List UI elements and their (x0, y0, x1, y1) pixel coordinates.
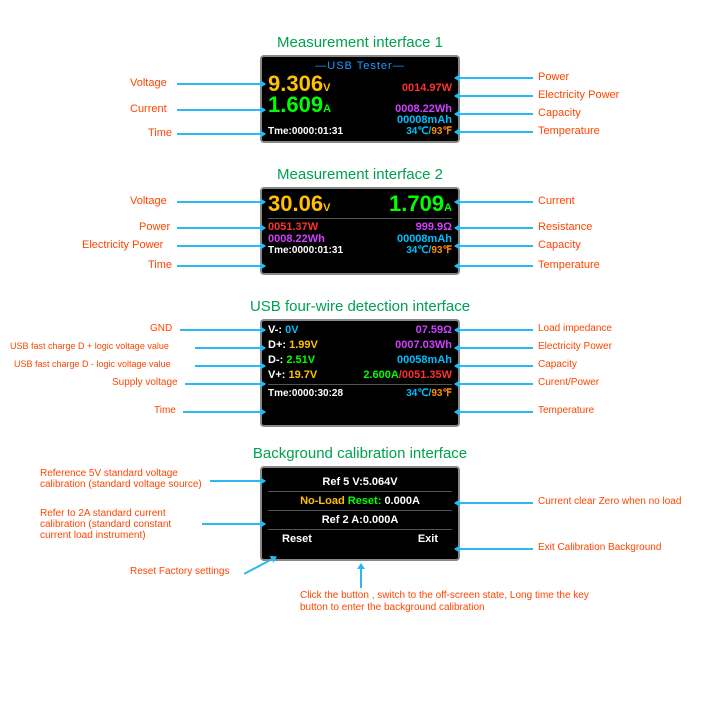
lbl: Time (148, 259, 172, 271)
lbl: Temperature (538, 125, 600, 137)
s2-capacity: 00008mAh (397, 233, 452, 245)
lbl: Time (148, 127, 172, 139)
lbl: Capacity (538, 107, 581, 119)
s2-temp: 34℃/93℉ (406, 245, 452, 256)
s4-lcd: Ref 5 V:5.064V No-Load Reset: 0.000A Ref… (260, 466, 460, 561)
s1-current: 1.609 (268, 92, 323, 117)
lbl: Reset Factory settings (130, 566, 229, 577)
arrow (177, 265, 265, 267)
arrow (455, 411, 533, 413)
up-arrow (360, 564, 362, 588)
arrow (455, 347, 533, 349)
lbl: Power (538, 71, 569, 83)
lbl: Resistance (538, 221, 592, 233)
lbl: Load impedance (538, 323, 612, 334)
arrow (455, 201, 533, 203)
s2-lcd: 30.06V 1.709A 0051.37W 999.9Ω 0008.22Wh … (260, 187, 460, 275)
arrow (455, 548, 533, 550)
arrow (195, 365, 265, 367)
s2-res: 999.9Ω (416, 221, 452, 233)
arrow (180, 329, 265, 331)
s4-reset: Reset (268, 533, 312, 545)
arrow (455, 502, 533, 504)
lbl: Supply voltage (112, 377, 178, 388)
arrow (183, 411, 265, 413)
lbl: Exit Calibration Background (538, 542, 661, 553)
arrow (177, 227, 265, 229)
s2-current: 1.709 (389, 191, 444, 216)
s1-power: 0014.97W (402, 82, 452, 94)
arrow (455, 245, 533, 247)
lbl: Electricity Power (82, 239, 163, 251)
arrow (455, 131, 533, 133)
arrow (455, 227, 533, 229)
s1-title: Measurement interface 1 (0, 34, 720, 51)
s2-time: Tme:0000:01:31 (268, 245, 343, 256)
lbl: Electricity Power (538, 341, 612, 352)
lbl: Voltage (130, 77, 167, 89)
lbl: Refer to 2A standard current calibration… (40, 508, 200, 541)
lbl: Temperature (538, 259, 600, 271)
section-2: Measurement interface 2 30.06V 1.709A 00… (0, 166, 720, 292)
lbl: Electricity Power (538, 89, 619, 101)
s4-title: Background calibration interface (0, 445, 720, 462)
lbl: Current (130, 103, 167, 115)
arrow (177, 245, 265, 247)
s1-capacity: 00008mAh (397, 115, 452, 126)
lbl: Current clear Zero when no load (538, 496, 681, 507)
section-1: Measurement interface 1 —USB Tester— 9.3… (0, 0, 720, 160)
arrow (455, 95, 533, 97)
arrow (177, 109, 265, 111)
arrow (455, 265, 533, 267)
lbl: Time (154, 405, 176, 416)
arrow (202, 523, 265, 525)
arrow (455, 113, 533, 115)
s4-note: Click the button , switch to the off-scr… (300, 590, 590, 614)
s4-l3: Ref 2 A:0.000A (268, 514, 452, 526)
s3-title: USB four-wire detection interface (0, 298, 720, 315)
s1-time: Tme:0000:01:31 (268, 126, 343, 137)
lbl: Capacity (538, 359, 577, 370)
lbl: Current (538, 195, 575, 207)
s2-title: Measurement interface 2 (0, 166, 720, 183)
s2-power: 0051.37W (268, 221, 318, 233)
arrow (185, 383, 265, 385)
s3-time: Tme:0000:30:28 (268, 388, 343, 399)
lbl: USB fast charge D + logic voltage value (10, 341, 169, 351)
section-4: Background calibration interface Ref 5 V… (0, 445, 720, 621)
arrow (455, 365, 533, 367)
s2-voltage: 30.06 (268, 191, 323, 216)
arrow (195, 347, 265, 349)
s4-exit: Exit (418, 533, 452, 545)
lbl: GND (150, 323, 172, 334)
lbl: USB fast charge D - logic voltage value (14, 359, 171, 369)
lbl: Voltage (130, 195, 167, 207)
lbl: Curent/Power (538, 377, 599, 388)
lbl: Power (139, 221, 170, 233)
section-3: USB four-wire detection interface V-: 0V… (0, 298, 720, 439)
arrow (455, 329, 533, 331)
arrow (177, 201, 265, 203)
arrow (177, 133, 265, 135)
lbl: Capacity (538, 239, 581, 251)
lbl: Reference 5V standard voltage calibratio… (40, 468, 210, 490)
s3-lcd: V-: 0V07.59Ω D+: 1.99V0007.03Wh D-: 2.51… (260, 319, 460, 427)
s4-l1: Ref 5 V:5.064V (268, 476, 452, 488)
s1-lcd: —USB Tester— 9.306V 0014.97W 1.609A 0008… (260, 55, 460, 143)
s1-temp: 34℃/93℉ (406, 126, 452, 137)
lbl: Temperature (538, 405, 594, 416)
s2-energy: 0008.22Wh (268, 233, 325, 245)
arrow (177, 83, 265, 85)
arrow (455, 383, 533, 385)
arrow (455, 77, 533, 79)
arrow (210, 480, 265, 482)
